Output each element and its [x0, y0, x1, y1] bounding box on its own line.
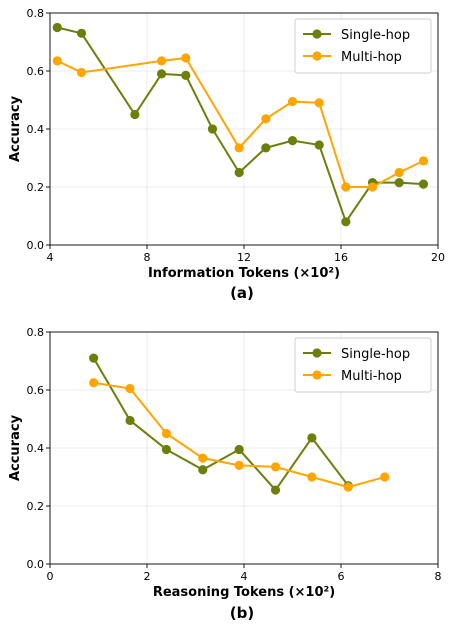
x-tick-label: 0 [47, 570, 54, 583]
data-point [181, 70, 191, 80]
legend-swatch-marker [312, 51, 322, 61]
y-tick-label: 0.8 [27, 7, 45, 20]
data-point [234, 460, 244, 470]
y-tick-label: 0.6 [27, 65, 45, 78]
legend-swatch-marker [312, 370, 322, 380]
x-tick-label: 2 [144, 570, 151, 583]
legend-entry-label: Single-hop [341, 28, 410, 43]
data-point [89, 378, 99, 388]
chart-panel-a: 4 8 12 16 20 0.0 0.2 0.4 0.6 0.8 Information Token… [8, 7, 445, 302]
x-tick-label: 8 [435, 570, 442, 583]
data-point [52, 22, 62, 33]
data-point [394, 167, 404, 178]
series-single-hop [52, 22, 429, 227]
y-tick-label: 0.6 [27, 384, 45, 397]
legend-box [294, 337, 432, 393]
x-axis-label: Information Tokens (×10²) [148, 266, 340, 281]
data-point [234, 444, 244, 455]
data-point [234, 167, 244, 178]
data-point [287, 136, 298, 146]
data-point [341, 217, 351, 227]
data-point [156, 69, 167, 79]
series-line [56, 56, 424, 188]
data-point [125, 383, 135, 394]
legend: Single-hop Multi-hop [294, 337, 432, 393]
data-point [418, 179, 429, 189]
series-single-hop [89, 353, 353, 495]
series-line [92, 357, 350, 492]
data-point [207, 124, 218, 134]
legend-entry-label: Single-hop [341, 347, 410, 362]
data-point [307, 433, 317, 443]
x-tick-label: 16 [334, 251, 348, 264]
data-point [367, 182, 378, 192]
data-point [198, 453, 208, 463]
data-point [343, 482, 353, 492]
data-point [270, 462, 281, 472]
x-tick-label: 4 [47, 251, 54, 264]
data-point [161, 444, 171, 455]
y-tick-label: 0.8 [27, 326, 45, 339]
data-point [181, 53, 191, 63]
y-tick-label: 0.2 [27, 181, 45, 194]
data-point [261, 114, 271, 124]
x-axis-label: Reasoning Tokens (×10²) [153, 585, 335, 600]
data-point [380, 472, 390, 482]
legend: Single-hop Multi-hop [294, 18, 432, 74]
data-point [307, 472, 317, 482]
data-point [314, 98, 324, 108]
y-axis-label: Accuracy [8, 414, 23, 481]
y-tick-label: 0.4 [27, 442, 45, 455]
x-tick-label: 12 [237, 251, 251, 264]
data-point [161, 428, 171, 439]
data-point [418, 156, 429, 166]
data-point [261, 143, 271, 153]
legend-swatch-marker [312, 29, 322, 39]
series-line [57, 26, 424, 223]
y-tick-label: 0.4 [27, 123, 45, 136]
data-point [130, 109, 140, 120]
panel-label: (b) [230, 604, 254, 622]
data-point [341, 182, 351, 192]
data-point [125, 415, 135, 426]
data-point [76, 67, 87, 78]
series-multi-hop [89, 378, 390, 492]
data-point [156, 56, 167, 66]
data-point [234, 143, 244, 153]
x-tick-label: 6 [338, 570, 345, 583]
y-tick-label: 0.2 [27, 500, 45, 513]
data-point [270, 485, 281, 495]
panel-label: (a) [230, 284, 254, 302]
legend-box [294, 18, 432, 74]
x-tick-label: 8 [144, 251, 151, 264]
chart-panel-b: 0 2 4 6 8 0.0 0.2 0.4 0.6 0.8 Reasoning Tokens (×1… [8, 326, 442, 622]
y-axis-label: Accuracy [8, 95, 23, 162]
legend-entry-label: Multi-hop [341, 50, 402, 65]
data-point [314, 140, 324, 150]
series-multi-hop [52, 53, 429, 192]
data-point [89, 353, 99, 363]
legend-swatch-marker [312, 348, 322, 358]
data-point [52, 56, 62, 66]
legend-entry-label: Multi-hop [341, 369, 402, 384]
y-tick-label: 0.0 [27, 239, 45, 252]
y-tick-label: 0.0 [27, 558, 45, 571]
x-tick-label: 20 [431, 251, 445, 264]
x-tick-label: 4 [241, 570, 248, 583]
data-point [394, 178, 404, 188]
data-point [76, 28, 87, 38]
data-point [287, 96, 298, 107]
data-point [198, 465, 208, 475]
